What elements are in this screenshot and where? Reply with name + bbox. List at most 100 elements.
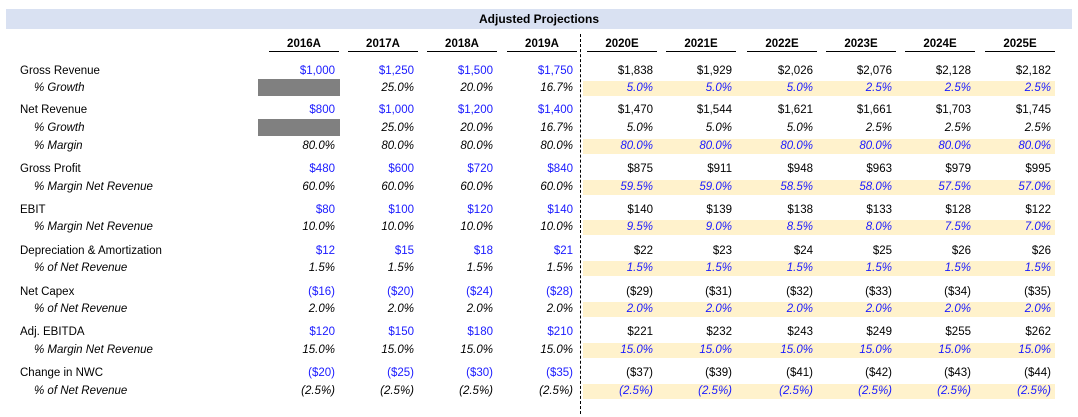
table-cell: $480 [309,163,335,175]
row-label: % Margin Net Revenue [34,181,153,193]
year-header: 2018A [427,38,497,52]
table-cell: $128 [945,204,971,216]
row-label: % Margin Net Revenue [34,344,153,356]
table-cell: 1.5% [466,262,493,274]
row-label: Change in NWC [20,367,104,379]
table-cell: 2.5% [944,122,971,134]
table-cell: 2.0% [944,303,971,315]
table-cell: $21 [553,245,573,257]
table-cell: (2.5%) [301,385,335,397]
table-cell: $140 [627,204,653,216]
table-cell: $1,621 [777,104,813,116]
table-cell: $120 [309,326,335,338]
table-cell: $26 [1031,245,1051,257]
table-cell: $255 [945,326,971,338]
table-cell: ($42) [865,367,892,379]
year-header: 2025E [985,38,1055,52]
table-cell: (2.5%) [779,385,813,397]
table-cell: 10.0% [381,221,414,233]
table-cell: 1.5% [944,262,971,274]
table-cell: $1,000 [299,65,335,77]
table-cell: $232 [706,326,732,338]
table-cell: 2.5% [1024,122,1051,134]
table-cell: 2.5% [865,82,892,94]
table-cell: 5.0% [786,82,813,94]
table-cell: ($30) [466,367,493,379]
table-cell: ($39) [705,367,732,379]
table-cell: ($44) [1024,367,1051,379]
table-cell: 15.0% [540,344,573,356]
table-cell: 58.5% [780,181,813,193]
projection-highlight [583,343,1055,358]
table-cell: 1.5% [387,262,414,274]
table-cell: $720 [467,163,493,175]
table-cell: 16.7% [540,122,573,134]
year-header: 2016A [269,38,339,52]
table-cell: $243 [787,326,813,338]
row-label: % Growth [34,82,85,94]
table-cell: (2.5%) [459,385,493,397]
table-cell: 15.0% [780,344,813,356]
table-cell: 2.5% [1024,82,1051,94]
table-cell: 15.0% [699,344,732,356]
table-cell: 1.5% [546,262,573,274]
table-cell: $221 [627,326,653,338]
table-cell: (2.5%) [937,385,971,397]
table-cell: 5.0% [786,122,813,134]
table-cell: ($37) [626,367,653,379]
table-cell: 20.0% [460,122,493,134]
table-cell: 1.5% [1024,262,1051,274]
row-label: Gross Revenue [20,65,100,77]
table-cell: ($35) [546,367,573,379]
year-header-row: 2016A 2017A 2018A 2019A 2020E 2021E 2022E 2023E… [0,38,1078,52]
table-cell: (2.5%) [539,385,573,397]
table-title: Adjusted Projections [6,9,1072,29]
table-cell: $800 [309,104,335,116]
table-cell: 5.0% [626,122,653,134]
table-cell: $2,128 [935,65,971,77]
table-cell: 59.5% [620,181,653,193]
table-cell: $133 [866,204,892,216]
table-cell: 2.0% [1024,303,1051,315]
table-cell: $1,200 [457,104,493,116]
table-cell: ($29) [626,286,653,298]
row-label: % of Net Revenue [34,262,128,274]
row-label: EBIT [20,204,46,216]
year-header: 2020E [587,38,657,52]
table-cell: 9.0% [705,221,732,233]
table-cell: 80.0% [780,140,813,152]
table-cell: 15.0% [620,344,653,356]
table-cell: $911 [707,163,732,175]
row-label: % of Net Revenue [34,303,128,315]
table-cell: 25.0% [381,82,414,94]
table-cell: $948 [787,163,813,175]
table-cell: $2,182 [1015,65,1051,77]
table-cell: $210 [547,326,573,338]
table-cell: 58.0% [859,181,892,193]
table-cell: $1,250 [378,65,414,77]
table-cell: $249 [866,326,892,338]
year-header: 2024E [905,38,975,52]
year-header: 2021E [666,38,736,52]
table-cell: $138 [787,204,813,216]
table-cell: $23 [712,245,732,257]
row-label: Depreciation & Amortization [20,245,162,257]
row-label: Net Capex [20,286,75,298]
table-cell: 7.0% [1024,221,1051,233]
table-cell: $18 [473,245,493,257]
table-cell: $1,703 [935,104,971,116]
table-cell: 5.0% [626,82,653,94]
table-cell: 80.0% [540,140,573,152]
year-header: 2022E [747,38,817,52]
table-cell: ($20) [387,286,414,298]
table-cell: (2.5%) [1017,385,1051,397]
table-cell: 80.0% [302,140,335,152]
table-cell: $25 [872,245,892,257]
table-cell: ($24) [466,286,493,298]
table-cell: 2.0% [466,303,493,315]
table-cell: $120 [467,204,493,216]
table-cell: $180 [467,326,493,338]
year-header: 2019A [507,38,577,52]
table-cell: $122 [1025,204,1051,216]
table-cell: 1.5% [705,262,732,274]
